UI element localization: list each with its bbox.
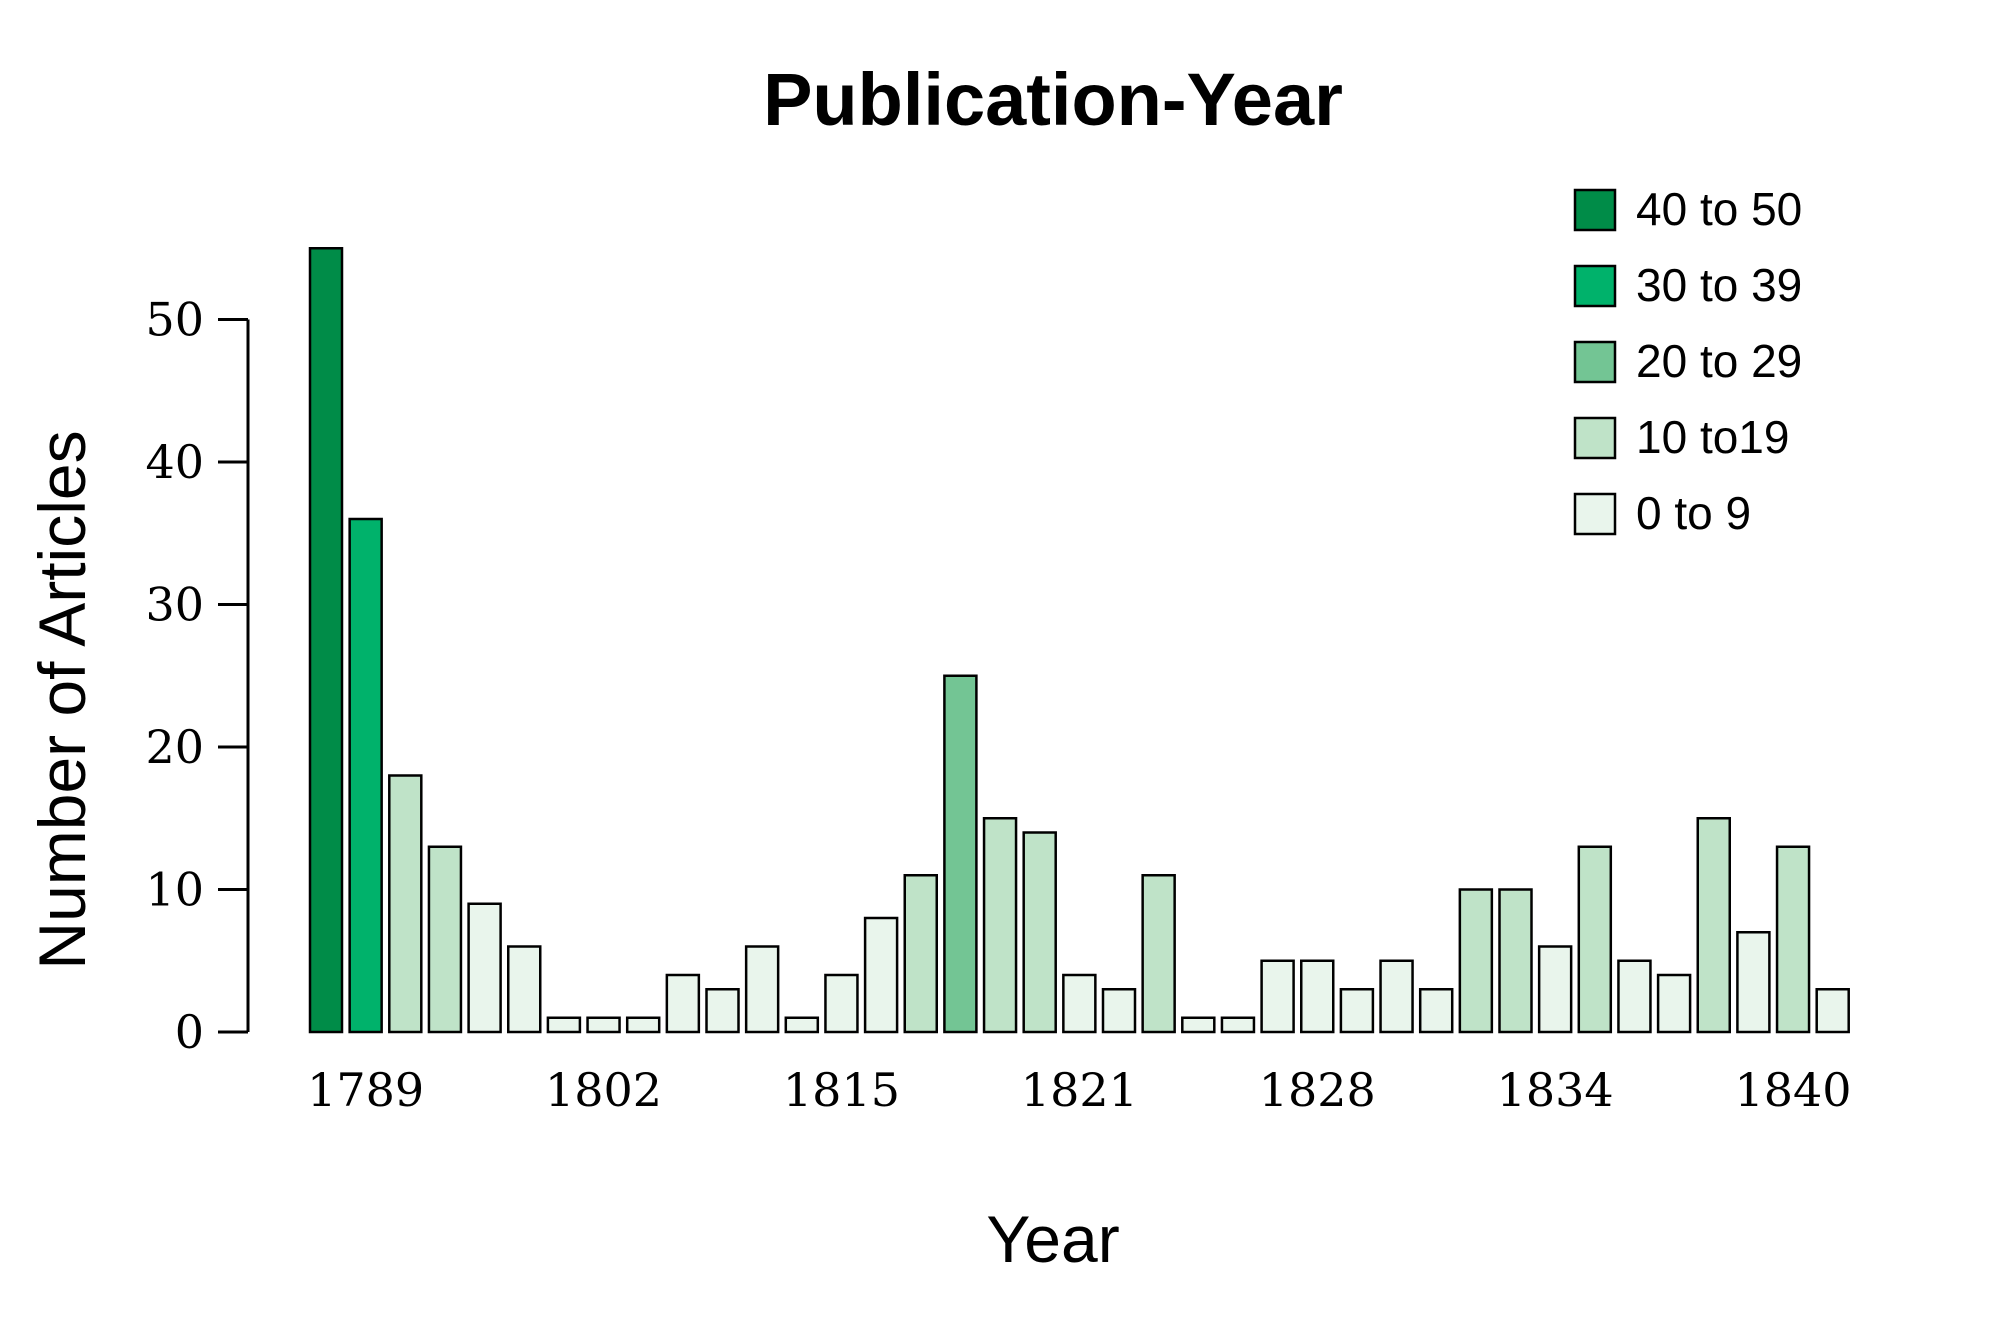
- bar: [1141, 874, 1176, 1034]
- bar: [1022, 831, 1057, 1034]
- bar: [863, 916, 899, 1034]
- x-tick-label: 1840: [1735, 1063, 1852, 1117]
- x-tick-label: 1834: [1497, 1063, 1614, 1117]
- bar: [1458, 888, 1494, 1034]
- legend-swatch: [1573, 416, 1617, 460]
- y-axis-title: Number of Articles: [25, 430, 99, 969]
- chart-title: Publication-Year: [763, 58, 1343, 141]
- bar: [982, 817, 1018, 1034]
- bar: [1537, 945, 1573, 1034]
- y-tick-label: 10: [145, 863, 204, 917]
- bar: [1617, 959, 1652, 1034]
- y-tick-label: 30: [145, 578, 204, 632]
- bar: [625, 1016, 661, 1034]
- bar: [1220, 1016, 1256, 1034]
- bar: [348, 517, 383, 1034]
- y-tick-label: 40: [145, 435, 204, 489]
- bar: [1062, 973, 1097, 1034]
- y-tick-label: 20: [145, 720, 204, 774]
- legend-swatch: [1573, 492, 1617, 536]
- bar: [1656, 973, 1692, 1034]
- legend-swatch: [1573, 340, 1617, 384]
- bar: [784, 1016, 820, 1034]
- x-axis-title: Year: [986, 1202, 1119, 1276]
- bar: [1260, 959, 1295, 1034]
- bar: [1101, 988, 1137, 1034]
- bar: [1815, 988, 1850, 1034]
- legend-label: 30 to 39: [1636, 259, 1802, 311]
- bars: [308, 247, 1850, 1034]
- bar: [546, 1016, 582, 1034]
- bar: [665, 973, 701, 1034]
- bar: [507, 945, 542, 1034]
- bar: [1418, 988, 1454, 1034]
- bar: [903, 874, 938, 1034]
- bar: [427, 845, 463, 1034]
- x-tick-label: 1802: [545, 1063, 662, 1117]
- bar: [1775, 845, 1811, 1034]
- legend-swatch: [1573, 188, 1617, 232]
- bar: [824, 973, 859, 1034]
- y-tick-label: 50: [145, 293, 204, 347]
- bar: [1181, 1016, 1216, 1034]
- bar: [744, 945, 780, 1034]
- bar: [1498, 888, 1533, 1034]
- bar: [308, 247, 344, 1034]
- x-tick-label: 1789: [307, 1063, 424, 1117]
- legend-label: 40 to 50: [1636, 183, 1802, 235]
- y-axis: 0 10 20 30 40 50: [145, 293, 250, 1059]
- x-tick-label: 1828: [1259, 1063, 1376, 1117]
- bar: [1696, 817, 1731, 1034]
- legend-swatch: [1573, 264, 1617, 308]
- y-tick-label: 0: [175, 1005, 204, 1059]
- x-tick-label: 1821: [1021, 1063, 1138, 1117]
- bar: [1736, 931, 1771, 1034]
- legend-label: 10 to19: [1636, 411, 1789, 463]
- bar: [1300, 959, 1335, 1034]
- bar: [1339, 988, 1375, 1034]
- legend: 40 to 50 30 to 39 20 to 29 10 to19 0 to 9: [1573, 183, 1802, 539]
- bar: [388, 774, 423, 1034]
- legend-label: 20 to 29: [1636, 335, 1802, 387]
- bar: [1577, 845, 1613, 1034]
- legend-label: 0 to 9: [1636, 487, 1751, 539]
- bar: [943, 674, 978, 1034]
- x-tick-label: 1815: [783, 1063, 900, 1117]
- x-axis-tick-labels: 1789 1802 1815 1821 1828 1834 1840: [307, 1063, 1851, 1117]
- bar: [586, 1016, 621, 1034]
- bar: [705, 988, 740, 1034]
- bar: [467, 902, 502, 1034]
- bar: [1379, 959, 1414, 1034]
